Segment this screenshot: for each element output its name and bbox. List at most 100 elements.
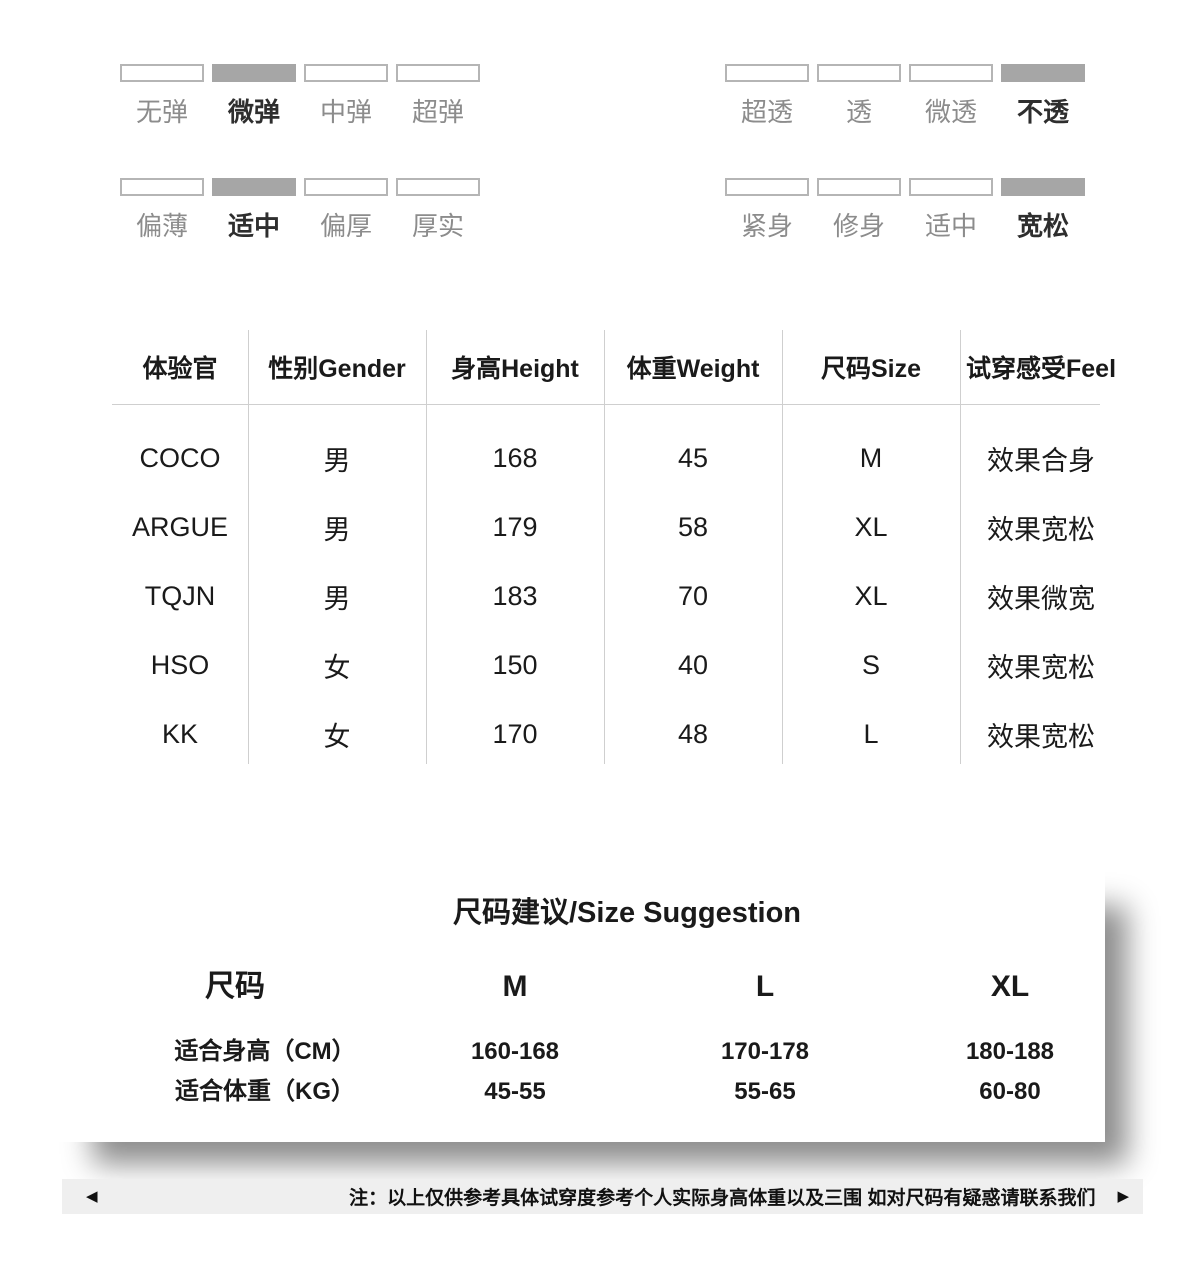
level-bar [909,64,993,82]
size-value: 180-188 [965,1038,1055,1065]
table-column-divider [960,330,961,764]
attr-option: 超弹 [396,64,480,125]
attr-option-label: 适中 [924,211,977,241]
table-cell: 179 [492,512,538,542]
level-bar [120,64,204,82]
attr-option: 厚实 [396,178,480,239]
attr-option: 适中 [909,178,993,239]
table-cell: XL [854,512,888,542]
level-bar [304,64,388,82]
table-row: TQJN 男 183 70 XL 效果微宽 [112,562,1122,631]
table-cell: 男 [323,515,351,545]
table-column-divider [426,330,427,764]
table-header-cell: 性别Gender [268,355,406,383]
attr-option: 透 [817,64,901,125]
level-bar-selected [212,64,296,82]
attr-option-label: 超透 [740,97,793,127]
attr-option-label: 偏厚 [319,211,372,241]
table-cell: 170 [492,719,538,749]
stretch-selector: 无弹 微弹 中弹 超弹 [120,64,480,125]
attr-option-label: 修身 [832,211,885,241]
fit-selector: 紧身 修身 适中 宽松 [725,178,1085,239]
table-cell: 70 [677,581,709,611]
table-column-divider [248,330,249,764]
table-row: ARGUE 男 179 58 XL 效果宽松 [112,493,1122,562]
table-cell: M [859,443,883,473]
size-header-row: 尺码 M L XL [55,967,1105,1007]
size-suggestion-title: 尺码建议/Size Suggestion [452,897,802,929]
size-weight-row: 适合体重（KG） 45-55 55-65 60-80 [55,1072,1105,1112]
table-header-cell: 身高Height [451,355,579,383]
attr-option: 超透 [725,64,809,125]
size-suggestion-card: 尺码建议/Size Suggestion 尺码 M L XL 适合身高（CM） … [55,868,1105,1142]
table-header-cell: 尺码Size [820,355,922,383]
table-body: COCO 男 168 45 M 效果合身 ARGUE 男 179 58 XL 效果宽松 TQJN 男 183… [112,424,1122,769]
table-cell: 女 [323,722,351,752]
level-bar [120,178,204,196]
table-cell: 效果微宽 [987,584,1095,614]
level-bar [396,64,480,82]
size-column-l: L [755,970,775,1003]
table-cell: 58 [677,512,709,542]
level-bar [817,178,901,196]
size-value: 55-65 [734,1078,796,1105]
table-cell: KK [161,719,199,749]
size-value: 170-178 [720,1038,810,1065]
attr-option: 适中 [212,178,296,239]
attr-option-label: 透 [845,97,872,127]
table-header-cell: 体重Weight [626,355,760,383]
attr-option-label: 微透 [924,97,977,127]
table-cell: 45 [677,443,709,473]
table-cell: ARGUE [131,512,229,542]
table-header-cell: 试穿感受Feel [965,355,1117,383]
level-bar [304,178,388,196]
table-column-divider [782,330,783,764]
attribute-group-right: 超透 透 微透 不透 紧身 修身 适中 宽松 [725,64,1085,239]
table-cell: 效果宽松 [987,653,1095,683]
level-bar-selected [1001,178,1085,196]
table-column-divider [604,330,605,764]
table-cell: TQJN [144,581,216,611]
table-cell: 168 [492,443,538,473]
carousel-left-arrow-icon[interactable]: ◀ [86,1188,98,1205]
level-bar [396,178,480,196]
table-cell: HSO [150,650,210,680]
size-column-xl: XL [990,970,1030,1003]
table-cell: 183 [492,581,538,611]
level-bar [817,64,901,82]
table-cell: 男 [323,446,351,476]
table-cell: 150 [492,650,538,680]
table-cell: 男 [323,584,351,614]
note-bar: ◀ 注：以上仅供参考具体试穿度参考个人实际身高体重以及三围 如对尺码有疑惑请联系… [62,1179,1143,1214]
table-cell: S [861,650,880,680]
size-row-label: 适合体重（KG） [175,1078,355,1105]
table-cell: XL [854,581,888,611]
size-value: 60-80 [979,1078,1041,1105]
attr-option-label: 无弹 [135,97,188,127]
thickness-selector: 偏薄 适中 偏厚 厚实 [120,178,480,239]
table-header-row: 体验官 性别Gender 身高Height 体重Weight 尺码Size 试穿感受Fee… [112,330,1122,404]
attr-option: 微弹 [212,64,296,125]
table-cell: 效果宽松 [987,722,1095,752]
carousel-right-arrow-icon[interactable]: ▶ [1117,1188,1129,1205]
attr-option-label: 微弹 [227,97,280,127]
table-row: HSO 女 150 40 S 效果宽松 [112,631,1122,700]
level-bar [725,178,809,196]
level-bar-selected [1001,64,1085,82]
attr-option-label: 厚实 [411,211,464,241]
size-value: 45-55 [484,1078,546,1105]
attr-option: 偏厚 [304,178,388,239]
attr-option: 不透 [1001,64,1085,125]
table-row: COCO 男 168 45 M 效果合身 [112,424,1122,493]
attr-option-label: 紧身 [740,211,793,241]
attr-option-label: 偏薄 [135,211,188,241]
table-cell: 48 [677,719,709,749]
level-bar [725,64,809,82]
table-cell: 效果宽松 [987,515,1095,545]
size-row-header: 尺码 [205,970,265,1003]
attr-option: 宽松 [1001,178,1085,239]
transparency-selector: 超透 透 微透 不透 [725,64,1085,125]
table-cell: 女 [323,653,351,683]
attr-option: 无弹 [120,64,204,125]
attr-option-label: 超弹 [411,97,464,127]
